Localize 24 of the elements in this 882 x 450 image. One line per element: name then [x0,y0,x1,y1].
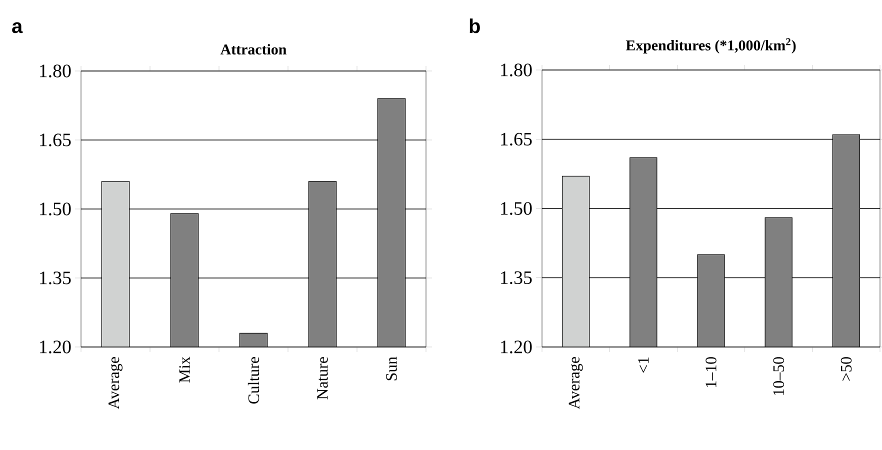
y-tick-label: 1.35 [40,272,71,284]
text: b [470,18,480,34]
y-tick-label: 1.35 [501,271,532,284]
x-tick-label: 10–50 [773,357,784,395]
x-tick-label: Sun [386,356,397,380]
y-tick-label: 1.80 [501,64,532,76]
x-tick-label: 1–10 [706,357,716,387]
y-tick-label: 1.65 [40,134,71,146]
x-tick-label: Culture [248,357,260,404]
y-tick-label: 1.50 [501,202,532,215]
y-tick-label: 1.20 [501,340,532,354]
x-tick-label: Average [568,357,583,410]
x-tick-label: Mix [179,356,190,383]
x-tick-label: >50 [840,357,852,381]
y-tick-label: 1.20 [40,340,71,354]
y-tick-label: 1.65 [501,132,532,146]
x-tick-label: Average [108,357,122,410]
chart-title: Expenditures (*1,000/km$^{2}$) [626,38,796,54]
chart-title: Attraction [220,44,286,54]
y-tick-label: 1.80 [40,64,71,78]
text: a [12,22,23,34]
x-tick-label: Nature [317,357,328,400]
x-tick-label: <1 [638,357,649,373]
y-tick-label: 1.50 [40,202,71,216]
